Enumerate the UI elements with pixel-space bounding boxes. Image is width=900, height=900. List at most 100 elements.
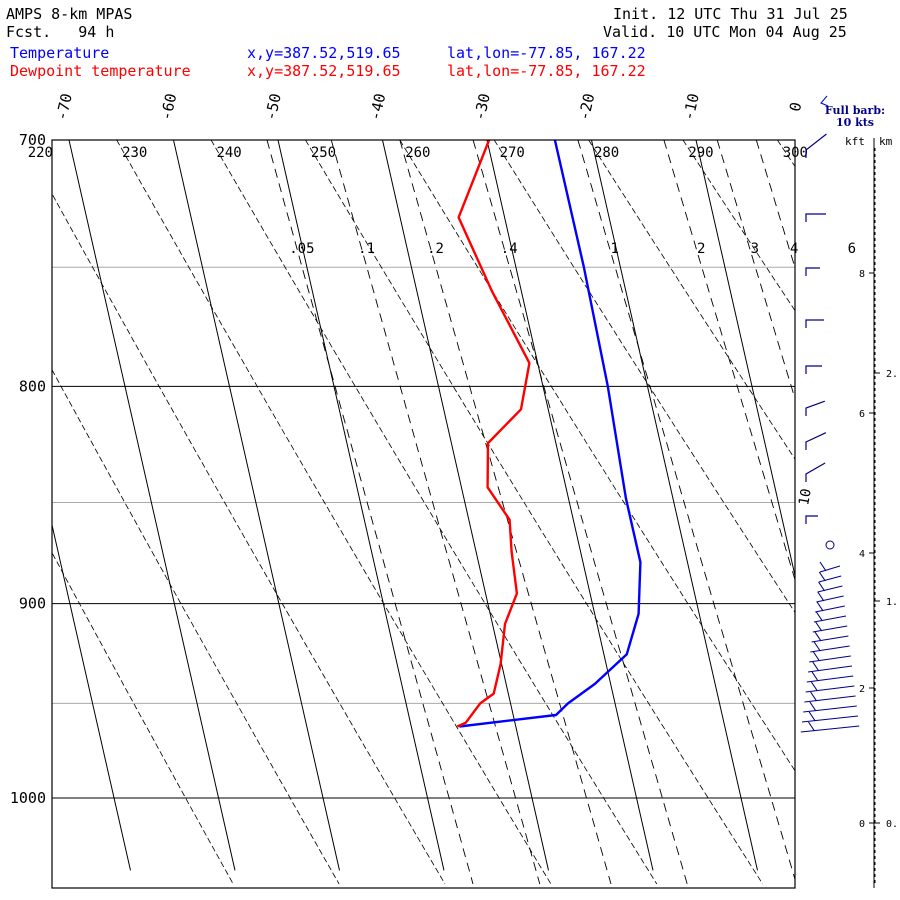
wind-barb — [805, 432, 827, 450]
isotherm-line — [68, 140, 236, 871]
theta-label: 260 — [405, 145, 430, 161]
mixing-ratio-label: 2 — [697, 241, 705, 257]
km-tick-label: 2. — [886, 369, 898, 380]
mixing-ratio-label: 3 — [751, 241, 759, 257]
legend-dewpoint-name: Dewpoint temperature — [10, 62, 191, 80]
km-tick-label: 1. — [886, 597, 898, 608]
wind-barb — [800, 721, 860, 733]
mixing-ratio-label: 4 — [790, 241, 798, 257]
theta-label: 270 — [500, 145, 525, 161]
mixing-ratio-label: 6 — [848, 241, 856, 257]
mixing-ratio-line — [266, 140, 474, 885]
wind-barb — [805, 133, 827, 158]
isotherm-label: -10 — [679, 92, 703, 122]
wind-barb — [818, 571, 842, 583]
mixing-ratio-line — [814, 140, 900, 884]
series-layer — [456, 140, 642, 728]
valid-value: 10 UTC Mon 04 Aug 25 — [666, 23, 847, 41]
forecast-hour: Fcst. 94 h — [6, 23, 114, 41]
kft-tick-label: 6 — [859, 409, 865, 420]
dry-adiabat-line — [305, 140, 764, 885]
wind-barb — [813, 611, 847, 623]
legend-temperature-xy: x,y=387.52,519.65 — [247, 44, 401, 62]
isotherm-line — [486, 140, 654, 871]
km-label: km — [879, 135, 893, 148]
model-title: AMPS 8-km MPAS — [6, 5, 133, 23]
wind-barb — [819, 561, 841, 573]
wind-barb — [805, 213, 826, 222]
legend-dewpoint-latlon: lat,lon=-77.85, 167.22 — [447, 62, 646, 80]
mixing-ratio-label: .2 — [427, 241, 444, 257]
mixing-ratio-label: .05 — [289, 241, 314, 257]
isotherm-line — [0, 140, 26, 870]
mixing-ratio-label: .1 — [358, 241, 375, 257]
wind-barb — [805, 319, 824, 328]
mixing-ratio-line — [330, 140, 541, 885]
isotherm-label: -60 — [157, 92, 181, 122]
mixing-ratio-line — [399, 140, 612, 885]
isotherm-label: -40 — [366, 92, 390, 122]
isotherm-line — [277, 140, 445, 871]
pressure-tick-label: 800 — [19, 377, 46, 395]
wind-barb — [810, 641, 850, 653]
dry-adiabat-line — [588, 140, 795, 460]
wind-barb — [805, 400, 826, 416]
isotherm-label: -20 — [575, 92, 599, 122]
isotherm-label: -70 — [52, 92, 76, 122]
kft-tick-label: 4 — [859, 549, 865, 560]
plot-frame — [51, 139, 796, 889]
valid-label: Valid. — [603, 23, 658, 41]
dry-adiabat-line — [872, 140, 900, 884]
theta-label: 280 — [594, 145, 619, 161]
wind-barb — [805, 462, 826, 482]
isotherm-label: -30 — [470, 92, 494, 122]
wind-barb — [807, 661, 853, 673]
legend-temperature-name: Temperature — [10, 44, 110, 62]
wind-barb — [817, 581, 843, 593]
isotherm-label: 0 — [786, 100, 806, 113]
wind-barb — [803, 701, 857, 713]
wind-barb — [811, 631, 849, 643]
kft-label: kft — [845, 135, 865, 148]
dry-adiabat-line — [52, 551, 234, 885]
dry-adiabat-line — [116, 140, 552, 885]
mixing-ratio-label: 1 — [610, 241, 618, 257]
theta-label: 240 — [216, 145, 241, 161]
valid-time: Valid. 10 UTC Mon 04 Aug 25 — [603, 23, 847, 41]
wind-legend-line2: 10 kts — [836, 116, 874, 129]
wind-barb — [806, 671, 854, 683]
fcst-value: 94 h — [78, 23, 115, 41]
init-time: Init. 12 UTC Thu 31 Jul 25 — [613, 5, 848, 23]
theta-label: 300 — [783, 145, 808, 161]
km-tick-label: 0. — [886, 819, 898, 830]
theta-label: 220 — [28, 145, 53, 161]
isotherm-line — [173, 140, 340, 871]
dry-adiabat-line — [493, 140, 795, 614]
isotherm-line — [382, 140, 549, 871]
mixing-ratio-line — [577, 140, 795, 881]
dry-adiabat-line — [210, 140, 658, 885]
dry-adiabat-line — [52, 192, 446, 885]
kft-tick-label: 8 — [859, 269, 865, 280]
isotherm-line — [52, 522, 131, 871]
pressure-tick-label: 900 — [19, 595, 46, 613]
theta-label: 230 — [122, 145, 147, 161]
init-value: 12 UTC Thu 31 Jul 25 — [667, 5, 848, 23]
fcst-label: Fcst. — [6, 23, 52, 41]
mixing-ratio-line — [755, 140, 795, 270]
pressure-tick-label: 1000 — [10, 789, 46, 807]
wind-panel: Full barb:10 kts kft km 8 6 4 2 0 2. 1. 0. 10 — [796, 95, 898, 888]
legend-temperature-latlon: lat,lon=-77.85, 167.22 — [447, 44, 646, 62]
wind-barb — [815, 601, 845, 613]
wind-barb — [805, 365, 822, 374]
kft-tick-label: 0 — [859, 819, 865, 830]
isotherm-line — [695, 140, 795, 578]
grid-layer — [0, 140, 900, 885]
full-barb-icon — [820, 95, 829, 107]
wind-barb — [805, 515, 818, 524]
kft-tick-label: 2 — [859, 684, 865, 695]
wind-legend-line1: Full barb: — [825, 104, 885, 117]
wind-barb — [805, 267, 820, 276]
